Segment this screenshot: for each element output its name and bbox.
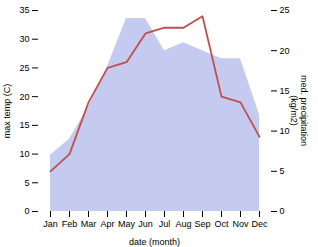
- svg-text:Sep: Sep: [194, 219, 210, 229]
- svg-text:15: 15: [19, 120, 29, 130]
- svg-text:date (month): date (month): [129, 237, 180, 247]
- svg-text:0: 0: [280, 206, 285, 216]
- svg-text:Apr: Apr: [100, 219, 114, 229]
- svg-text:35: 35: [19, 5, 29, 15]
- svg-text:30: 30: [19, 34, 29, 44]
- svg-text:Jun: Jun: [138, 219, 153, 229]
- svg-text:May: May: [118, 219, 136, 229]
- svg-text:Dec: Dec: [251, 219, 268, 229]
- svg-text:Jul: Jul: [159, 219, 171, 229]
- svg-text:Mar: Mar: [81, 219, 97, 229]
- svg-text:20: 20: [19, 92, 29, 102]
- svg-text:Feb: Feb: [62, 219, 78, 229]
- svg-text:Jan: Jan: [43, 219, 58, 229]
- svg-text:max temp (C): max temp (C): [2, 84, 12, 139]
- svg-text:10: 10: [280, 126, 290, 136]
- svg-text:20: 20: [280, 46, 290, 56]
- svg-text:25: 25: [280, 5, 290, 15]
- svg-text:med. precipitation(kg/m2): med. precipitation(kg/m2): [289, 75, 309, 146]
- svg-text:10: 10: [19, 149, 29, 159]
- svg-text:25: 25: [19, 63, 29, 73]
- svg-text:15: 15: [280, 86, 290, 96]
- svg-text:5: 5: [24, 178, 29, 188]
- svg-text:0: 0: [24, 206, 29, 216]
- svg-text:Oct: Oct: [214, 219, 229, 229]
- svg-text:5: 5: [280, 166, 285, 176]
- svg-text:Aug: Aug: [175, 219, 191, 229]
- svg-text:Nov: Nov: [232, 219, 249, 229]
